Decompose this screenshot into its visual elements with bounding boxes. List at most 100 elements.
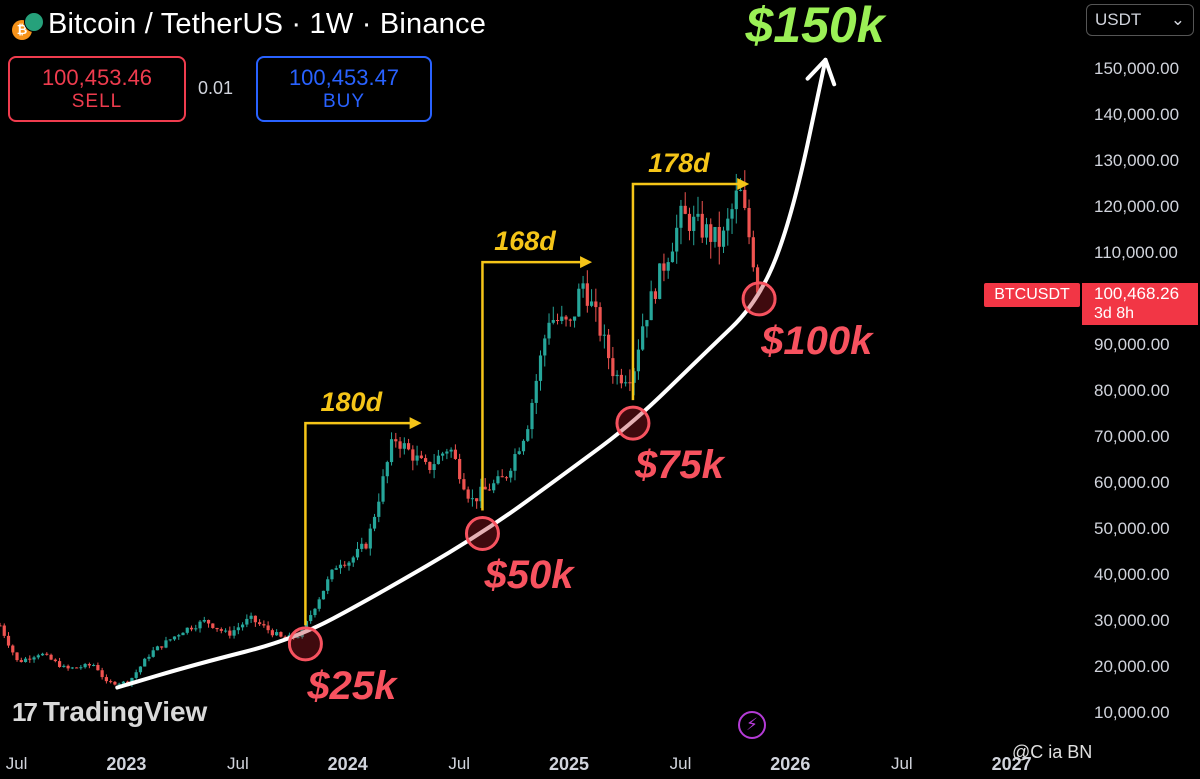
candle-body: [172, 636, 177, 640]
candle-body: [615, 374, 619, 377]
candle-body: [436, 455, 440, 465]
candle-body: [57, 661, 62, 667]
candle-body: [351, 557, 355, 563]
candle-body: [432, 464, 436, 470]
candle-body: [394, 439, 398, 442]
last-price-value: 100,468.26: [1094, 284, 1180, 303]
candle-body: [211, 623, 215, 628]
candle-body: [309, 615, 313, 622]
candle-body: [28, 658, 32, 660]
tradingview-logo[interactable]: 17 TradingView: [12, 696, 207, 728]
candle-body: [543, 338, 547, 356]
y-tick-label: 120,000.00: [1094, 196, 1180, 216]
candle-body: [87, 664, 91, 666]
y-tick-label: 10,000.00: [1094, 702, 1170, 722]
sell-price: 100,453.46: [41, 65, 153, 90]
range-bracket: [304, 421, 412, 626]
tradingview-logo-text: TradingView: [42, 696, 208, 727]
candle-body: [538, 355, 543, 381]
candle-body: [721, 230, 726, 247]
chart-header: ₿ Bitcoin / TetherUS · 1W · Binance: [8, 8, 486, 41]
candle-body: [100, 670, 104, 678]
candle-body: [338, 564, 343, 569]
candle-body: [364, 543, 368, 549]
candle-body: [151, 650, 155, 657]
support-curve-layer: [115, 57, 837, 690]
candle-body: [334, 568, 338, 570]
candle-body: [377, 501, 381, 517]
candle-body: [19, 660, 23, 663]
range-bracket: [631, 182, 740, 401]
candle-body: [45, 653, 49, 655]
y-tick-label: 90,000.00: [1094, 334, 1170, 354]
buy-label: BUY: [322, 91, 366, 112]
support-circle: [287, 626, 323, 662]
y-tick-label: 140,000.00: [1094, 104, 1180, 124]
candle-body: [134, 672, 138, 678]
chevron-down-icon: ⌄: [1170, 10, 1185, 29]
candle-body: [572, 316, 577, 321]
candle-body: [232, 630, 236, 636]
candle-body: [666, 262, 670, 271]
symbol-title[interactable]: Bitcoin / TetherUS · 1W · Binance: [48, 8, 487, 40]
range-arrows-layer: [304, 177, 750, 626]
candle-body: [109, 681, 113, 683]
candle-body: [360, 543, 364, 549]
candle-body: [411, 449, 415, 461]
currency-selector[interactable]: USDT ⌄: [1086, 4, 1194, 36]
candle-body: [164, 640, 168, 648]
candle-body: [317, 599, 321, 609]
candle-body: [121, 681, 126, 684]
currency-selector-value: USDT: [1095, 10, 1142, 29]
candle-body: [330, 569, 334, 580]
candle-body: [555, 320, 560, 322]
candle-body: [32, 657, 36, 660]
candle-body: [198, 621, 202, 629]
candle-body: [441, 453, 445, 456]
candle-body: [487, 489, 492, 491]
candles-layer: [0, 170, 760, 687]
x-tick-label: Jul: [227, 754, 249, 773]
candle-body: [649, 291, 653, 321]
candle-body: [483, 486, 487, 490]
candle-body: [11, 645, 15, 653]
candle-body: [683, 205, 687, 214]
candle-body: [466, 489, 470, 499]
candle-body: [641, 326, 645, 350]
range-label: 178d: [648, 147, 710, 178]
candle-body: [398, 441, 402, 449]
candle-body: [270, 630, 274, 636]
candle-body: [500, 476, 504, 478]
candle-body: [117, 683, 121, 685]
candle-body: [594, 301, 598, 308]
candle-body: [530, 402, 534, 430]
candle-body: [62, 665, 66, 667]
candle-body: [743, 189, 747, 208]
support-label: $75k: [634, 443, 724, 488]
candle-body: [611, 358, 615, 377]
candle-body: [75, 667, 79, 669]
support-circle: [464, 515, 500, 551]
candle-body: [23, 658, 28, 663]
candle-body: [581, 283, 585, 289]
candle-body: [692, 216, 696, 231]
y-tick-label: 50,000.00: [1094, 518, 1170, 538]
candle-body: [475, 498, 479, 502]
candle-body: [628, 382, 632, 384]
candle-body: [36, 655, 40, 658]
candle-body: [415, 455, 419, 461]
candle-body: [738, 189, 743, 191]
y-tick-label: 80,000.00: [1094, 380, 1170, 400]
candle-body: [6, 635, 11, 646]
x-tick-label: 2027: [991, 754, 1032, 774]
tradingview-logo-mark: 17: [12, 696, 38, 727]
sell-button[interactable]: 100,453.46 SELL: [8, 56, 186, 122]
candle-body: [751, 237, 755, 268]
candle-body: [79, 667, 83, 669]
candle-body: [266, 625, 270, 631]
candle-body: [653, 291, 658, 299]
buy-button[interactable]: 100,453.47 BUY: [256, 56, 432, 122]
lightning-icon[interactable]: ⚡: [738, 711, 766, 739]
candle-body: [513, 454, 517, 471]
